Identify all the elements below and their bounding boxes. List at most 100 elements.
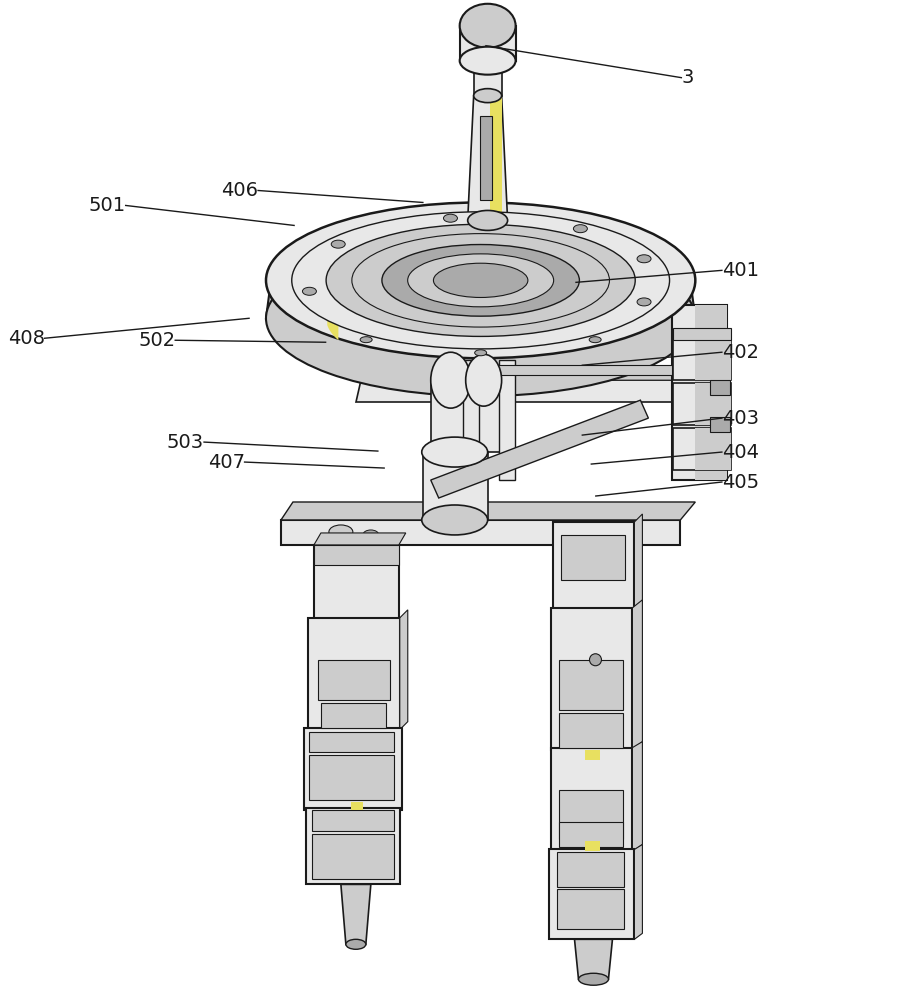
Bar [321, 703, 386, 728]
Polygon shape [463, 365, 672, 375]
Polygon shape [634, 844, 642, 939]
Polygon shape [361, 370, 672, 380]
Ellipse shape [589, 337, 601, 343]
Text: 502: 502 [138, 331, 175, 350]
Bar [557, 852, 624, 887]
Text: 407: 407 [207, 453, 244, 472]
Ellipse shape [363, 530, 379, 540]
Bar [672, 305, 727, 480]
Polygon shape [632, 600, 642, 750]
Ellipse shape [474, 89, 502, 103]
Bar [308, 732, 394, 752]
Ellipse shape [329, 525, 353, 539]
Polygon shape [423, 452, 488, 520]
Bar [308, 755, 394, 800]
Ellipse shape [422, 437, 488, 467]
Ellipse shape [460, 47, 516, 75]
Ellipse shape [331, 240, 345, 248]
Text: 402: 402 [722, 343, 759, 362]
Ellipse shape [460, 4, 516, 48]
Bar [314, 545, 399, 565]
Bar [548, 849, 634, 939]
Polygon shape [356, 380, 672, 402]
Polygon shape [431, 380, 503, 452]
Text: 3: 3 [681, 68, 694, 87]
Polygon shape [467, 96, 508, 220]
Ellipse shape [574, 225, 587, 233]
Ellipse shape [360, 337, 373, 343]
Ellipse shape [352, 234, 610, 327]
Polygon shape [499, 360, 515, 480]
Bar [351, 802, 363, 810]
Bar [558, 660, 623, 710]
Bar [304, 728, 401, 810]
Ellipse shape [467, 210, 508, 230]
Bar [695, 428, 732, 470]
Bar [710, 417, 731, 432]
Bar [674, 428, 732, 470]
Bar [560, 535, 625, 580]
Polygon shape [623, 258, 634, 311]
Polygon shape [341, 884, 371, 944]
Ellipse shape [324, 546, 338, 554]
Bar [550, 748, 632, 851]
Text: 501: 501 [88, 196, 125, 215]
Polygon shape [314, 533, 406, 545]
Ellipse shape [422, 505, 488, 535]
Polygon shape [480, 116, 492, 200]
Ellipse shape [431, 352, 471, 408]
Bar [585, 841, 601, 851]
Text: 405: 405 [722, 473, 759, 492]
Ellipse shape [291, 212, 669, 349]
Ellipse shape [266, 202, 695, 358]
Polygon shape [460, 26, 516, 61]
Bar [306, 808, 400, 884]
Ellipse shape [637, 255, 651, 263]
Ellipse shape [637, 298, 651, 306]
Text: 404: 404 [722, 443, 759, 462]
Bar [553, 522, 634, 610]
Polygon shape [266, 280, 695, 318]
Bar [312, 834, 394, 879]
Bar [550, 608, 632, 750]
Bar [308, 618, 400, 730]
Bar [674, 338, 732, 380]
Bar [695, 338, 732, 380]
Ellipse shape [345, 939, 366, 949]
Text: 408: 408 [7, 329, 44, 348]
Polygon shape [463, 360, 479, 480]
Bar [558, 822, 623, 847]
Ellipse shape [444, 214, 457, 222]
Bar [585, 750, 601, 760]
Polygon shape [281, 502, 695, 520]
Polygon shape [431, 400, 649, 498]
Polygon shape [474, 61, 502, 96]
Bar [557, 889, 624, 929]
Bar [710, 380, 731, 395]
Bar [674, 383, 732, 425]
Ellipse shape [327, 224, 635, 336]
Polygon shape [281, 520, 680, 545]
Ellipse shape [434, 263, 528, 297]
Ellipse shape [408, 254, 554, 307]
Polygon shape [400, 610, 408, 730]
Bar [318, 660, 390, 700]
Polygon shape [327, 287, 338, 340]
Ellipse shape [382, 245, 579, 316]
Bar [314, 545, 399, 620]
Ellipse shape [266, 240, 695, 396]
Bar [695, 305, 727, 480]
Bar [558, 790, 623, 839]
Bar [558, 713, 623, 748]
Bar [695, 383, 732, 425]
Bar [312, 810, 394, 831]
Polygon shape [634, 514, 642, 610]
Ellipse shape [465, 354, 502, 406]
Ellipse shape [590, 654, 602, 666]
Ellipse shape [578, 973, 609, 985]
Text: 401: 401 [722, 261, 759, 280]
Text: 406: 406 [221, 181, 258, 200]
Text: 503: 503 [167, 433, 204, 452]
Polygon shape [490, 96, 502, 220]
Polygon shape [632, 742, 642, 851]
